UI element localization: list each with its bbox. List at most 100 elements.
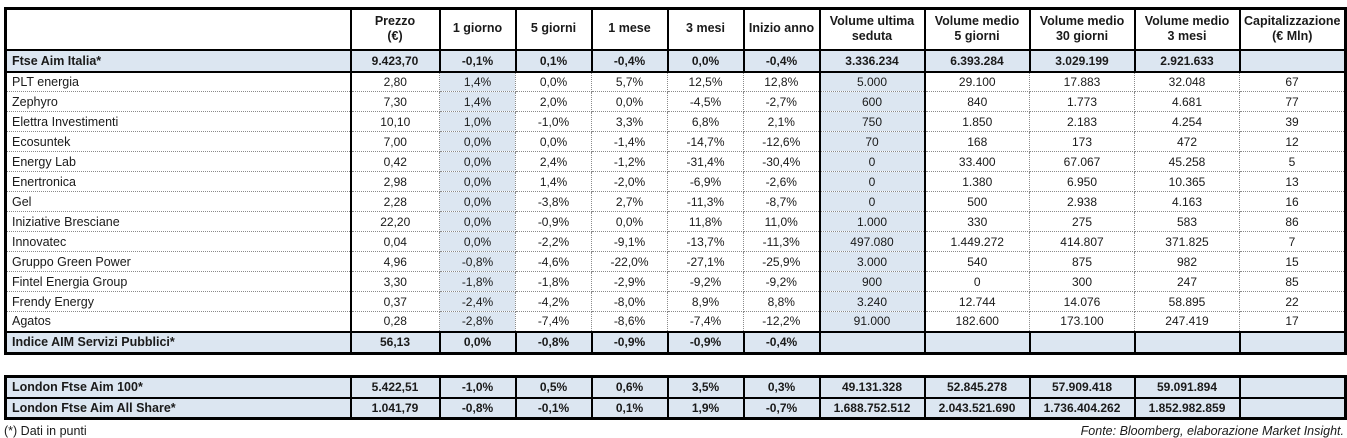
col-header-line2: 30 giorni (1055, 29, 1109, 44)
cell-1-giorno: -0,8% (439, 251, 516, 272)
cell-capitalizzazione: 17 (1239, 311, 1346, 332)
cell-inizio-anno: -2,6% (743, 171, 820, 192)
cell-volume-medio-5-giorni: 840 (924, 91, 1030, 112)
cell-volume-medio-5-giorni: 33.400 (924, 151, 1030, 172)
cell-volume-medio-30-giorni: 14.076 (1029, 291, 1135, 312)
row-label: Zephyro (5, 91, 352, 112)
cell-1-giorno: 1,0% (439, 111, 516, 132)
cell-1-giorno: -2,8% (439, 311, 516, 332)
cell-volume-ultima-seduta: 1.688.752.512 (818, 396, 926, 420)
col-header-line1: 3 mesi (686, 21, 725, 36)
cell-1-mese: -8,6% (591, 311, 668, 332)
cell-volume-medio-3-mesi: 45.258 (1134, 151, 1240, 172)
cell-volume-ultima-seduta: 0 (818, 191, 926, 212)
cell-volume-medio-30-giorni: 1.773 (1029, 91, 1135, 112)
cell-volume-medio-5-giorni: 1.449.272 (924, 231, 1030, 252)
cell-capitalizzazione: 16 (1239, 191, 1346, 212)
cell-volume-ultima-seduta: 5.000 (818, 71, 926, 92)
row-label: Enertronica (5, 171, 352, 192)
cell-3-mesi: 12,5% (667, 71, 744, 92)
cell-5-giorni: -4,6% (515, 251, 592, 272)
row-label: Indice AIM Servizi Pubblici* (4, 330, 352, 355)
table-row: Iniziative Bresciane 22,20 0,0% -0,9% 0,0% 11… (5, 211, 1346, 232)
cell-volume-medio-5-giorni: 168 (924, 131, 1030, 152)
footnote-dati-in-punti: (*) Dati in punti (4, 424, 87, 438)
cell-inizio-anno: 12,8% (743, 71, 820, 92)
cell-1-mese: -22,0% (591, 251, 668, 272)
cell-prezzo: 22,20 (350, 211, 440, 232)
cell-inizio-anno: -0,4% (742, 48, 821, 73)
cell-inizio-anno: 0,3% (742, 375, 821, 399)
cell-prezzo: 3,30 (350, 271, 440, 292)
cell-volume-ultima-seduta: 91.000 (818, 311, 926, 332)
cell-volume-medio-30-giorni: 57.909.418 (1028, 375, 1136, 399)
cell-volume-medio-3-mesi: 58.895 (1134, 291, 1240, 312)
cell-volume-medio-5-giorni: 2.043.521.690 (923, 396, 1031, 420)
cell-inizio-anno: 2,1% (743, 111, 820, 132)
col-header-line1: 1 mese (608, 21, 651, 36)
col-header-line1: 5 giorni (530, 21, 577, 36)
cell-volume-medio-5-giorni: 1.850 (924, 111, 1030, 132)
cell-volume-medio-5-giorni: 29.100 (924, 71, 1030, 92)
cell-3-mesi: -0,9% (666, 330, 745, 355)
cell-3-mesi: -13,7% (667, 231, 744, 252)
index-row-ftse-aim-italia: Ftse Aim Italia* 9.423,70 -0,1% 0,1% -0,4% 0,… (4, 48, 1347, 73)
row-label: London Ftse Aim All Share* (4, 396, 352, 420)
cell-volume-medio-5-giorni: 182.600 (924, 311, 1030, 332)
cell-capitalizzazione (1238, 48, 1347, 73)
table-row: Fintel Energia Group 3,30 -1,8% -1,8% -2,9% -… (5, 271, 1346, 292)
col-header-volume-ultima-seduta: Volume ultima seduta (818, 7, 926, 51)
row-label: Fintel Energia Group (5, 271, 352, 292)
col-header-line1: 1 giorno (452, 21, 503, 36)
col-header-volume-medio-30-giorni: Volume medio 30 giorni (1028, 7, 1136, 51)
cell-volume-ultima-seduta: 600 (818, 91, 926, 112)
source-note: Fonte: Bloomberg, elaborazione Market In… (1080, 424, 1344, 438)
cell-prezzo: 2,28 (350, 191, 440, 212)
cell-1-mese: -2,9% (591, 271, 668, 292)
cell-prezzo: 7,00 (350, 131, 440, 152)
cell-inizio-anno: -0,7% (742, 396, 821, 420)
cell-volume-ultima-seduta: 0 (818, 171, 926, 192)
cell-volume-ultima-seduta: 1.000 (818, 211, 926, 232)
col-header-line1: Volume medio (1039, 13, 1125, 28)
cell-1-mese: -1,2% (591, 151, 668, 172)
cell-volume-medio-3-mesi: 2.921.633 (1133, 48, 1241, 73)
table-row: Gel 2,28 0,0% -3,8% 2,7% -11,3% -8,7% 0 500 2.938… (5, 191, 1346, 212)
col-header-prezzo: Prezzo (€) (349, 7, 441, 51)
cell-3-mesi: -9,2% (667, 271, 744, 292)
cell-prezzo: 1.041,79 (349, 396, 441, 420)
cell-volume-medio-3-mesi: 583 (1134, 211, 1240, 232)
row-label: Ftse Aim Italia* (4, 48, 352, 73)
cell-volume-medio-30-giorni: 3.029.199 (1028, 48, 1136, 73)
col-header-volume-medio-3-mesi: Volume medio 3 mesi (1133, 7, 1241, 51)
cell-1-giorno: -1,8% (439, 271, 516, 292)
cell-volume-ultima-seduta: 3.336.234 (818, 48, 926, 73)
cell-inizio-anno: 11,0% (743, 211, 820, 232)
col-header-1-giorno: 1 giorno (438, 7, 517, 51)
cell-volume-medio-30-giorni (1028, 330, 1136, 355)
cell-volume-ultima-seduta (818, 330, 926, 355)
row-label: Gel (5, 191, 352, 212)
cell-volume-medio-3-mesi: 472 (1134, 131, 1240, 152)
cell-volume-medio-30-giorni: 300 (1029, 271, 1135, 292)
cell-1-giorno: 1,4% (439, 71, 516, 92)
cell-5-giorni: 1,4% (515, 171, 592, 192)
cell-volume-medio-30-giorni: 875 (1029, 251, 1135, 272)
cell-capitalizzazione: 7 (1239, 231, 1346, 252)
cell-5-giorni: -0,1% (514, 396, 593, 420)
col-header-5-giorni: 5 giorni (514, 7, 593, 51)
col-header-line1: Volume ultima (829, 13, 915, 28)
cell-capitalizzazione: 12 (1239, 131, 1346, 152)
col-header-inizio-anno: Inizio anno (742, 7, 821, 51)
cell-3-mesi: -31,4% (667, 151, 744, 172)
cell-volume-medio-5-giorni: 12.744 (924, 291, 1030, 312)
cell-1-giorno: 0,0% (439, 211, 516, 232)
col-header-line2: 3 mesi (1167, 29, 1207, 44)
table-row: Agatos 0,28 -2,8% -7,4% -8,6% -7,4% -12,2% 91.0… (5, 311, 1346, 332)
row-label: Innovatec (5, 231, 352, 252)
table-header: Prezzo (€) 1 giorno 5 giorni 1 mese 3 mesi Ini… (4, 7, 1347, 51)
cell-1-giorno: -0,1% (438, 48, 517, 73)
cell-capitalizzazione: 15 (1239, 251, 1346, 272)
cell-1-giorno: 0,0% (439, 151, 516, 172)
